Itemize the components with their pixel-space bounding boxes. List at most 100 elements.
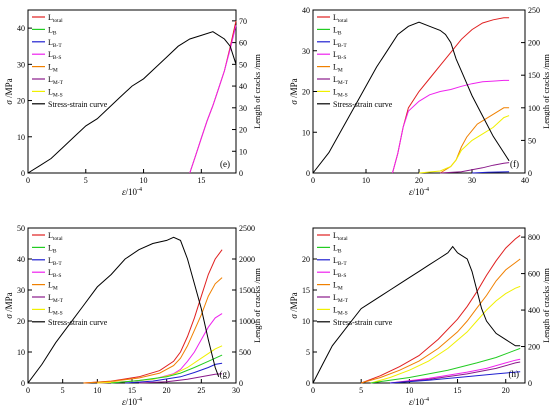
x-tick-label: 0 [311,386,315,395]
x-tick-label: 10 [140,176,148,185]
y-right-tick-label: 10 [239,147,247,156]
x-tick-label: 10 [405,386,413,395]
legend-label: LM-T [48,293,64,304]
legend-label-main: Stress-strain curve [333,100,393,109]
legend-label-main: L [333,231,338,240]
legend-label-main: L [333,243,338,252]
legend-label: LM [333,281,343,292]
y-left-tick-label: 20 [17,317,25,326]
legend-label-main: L [48,25,53,34]
legend-label-subscript: B [53,30,57,36]
legend-label: Ltotal [333,13,348,24]
legend-label-subscript: M [53,68,58,74]
y-right-tick-label: 0 [239,379,243,388]
x-axis-label-symbol: ε [409,187,413,197]
legend-label-subscript: B-S [53,55,62,61]
y-left-tick-label: 15 [302,286,310,295]
y-left-tick-label: 40 [302,6,310,15]
series-line-l-b [370,347,521,384]
legend-label-subscript: M-S [338,92,348,98]
x-tick-label: 20 [163,386,171,395]
x-tick-label: 0 [26,386,30,395]
legend-label-main: L [333,293,338,302]
y-left-axis-label-unit: /MPa [4,292,14,314]
chart-panel-2: 0 5 10 15 20 25 300102030405005001000150020002… [4,224,262,407]
legend-label: LB [333,25,342,36]
legend-label: LM-S [48,305,63,316]
y-left-axis-label: σ /MPa [289,292,299,318]
legend-label: Stress-strain curve [48,318,108,327]
x-tick-label: 0 [311,176,315,185]
y-right-tick-label: 50 [239,60,247,69]
x-axis-label-exponent: -4 [137,397,142,403]
legend-label-main: L [48,87,53,96]
legend-label-main: L [48,256,53,265]
x-tick-label: 30 [232,386,240,395]
y-right-tick-label: 1500 [239,286,255,295]
legend-label: LB-T [333,256,347,267]
x-axis-label: ε/10-4 [409,397,429,407]
y-left-axis-label: σ /MPa [4,292,14,318]
stress-strain-line [312,21,510,174]
legend-label-main: L [333,25,338,34]
y-left-tick-label: 0 [21,379,25,388]
x-tick-label: 15 [197,176,205,185]
y-left-tick-label: 10 [302,128,310,137]
y-left-tick-label: 40 [17,24,25,33]
legend-label-subscript: M-T [338,298,349,304]
x-tick-label: 15 [454,386,462,395]
x-axis-label: ε/10-4 [122,397,142,407]
y-right-tick-label: 600 [528,270,540,279]
y-left-tick-label: 30 [17,60,25,69]
legend-label-subscript: M-T [338,80,349,86]
y-left-tick-label: 5 [306,348,310,357]
y-right-tick-label: 2000 [239,255,255,264]
y-left-axis-label: σ /MPa [289,78,299,104]
y-right-tick-label: 500 [239,348,251,357]
legend-label-main: L [48,243,53,252]
y-right-tick-label: 0 [528,379,532,388]
legend-label-main: L [48,293,53,302]
x-tick-label: 20 [502,386,510,395]
y-left-tick-label: 0 [306,169,310,178]
legend-label-main: L [333,50,338,59]
y-right-tick-label: 800 [528,233,540,242]
legend-label-main: L [333,305,338,314]
legend-label-subscript: B-S [338,55,347,61]
legend-label-main: L [48,63,53,72]
legend-label-main: L [333,63,338,72]
y-left-axis-label-unit: /MPa [289,78,299,100]
y-left-tick-label: 30 [302,47,310,56]
legend-label-main: L [48,38,53,47]
legend-label-main: L [333,13,338,22]
legend: LtotalLBLB-TLB-SLMLM-TLM-SStress-strain … [317,231,393,327]
legend-label: LM-T [333,293,349,304]
series-line-l-m-t [138,373,223,384]
legend-label-subscript: M [53,286,58,292]
y-right-tick-label: 400 [528,306,540,315]
y-right-tick-label: 70 [239,17,247,26]
legend-label-main: L [48,231,53,240]
series-line-l-total [361,234,521,384]
x-tick-label: 10 [93,386,101,395]
panel-label: (f) [510,159,519,169]
y-right-tick-label: 0 [528,169,532,178]
series-line-l-b-t [390,371,521,384]
legend-label: LB-S [48,50,61,61]
legend-label-subscript: M-S [338,310,348,316]
legend-label-subscript: M-T [53,80,64,86]
y-left-tick-label: 50 [17,224,25,233]
series-line-l-total [392,17,510,174]
y-right-tick-label: 40 [239,82,247,91]
series-line-l-m [361,258,521,384]
x-tick-label: 5 [61,386,65,395]
y-right-tick-label: 30 [239,104,247,113]
series-line-l-b-s [189,25,237,174]
x-axis-label-symbol: ε [122,187,126,197]
panel-label: (g) [220,369,231,379]
y-right-tick-label: 0 [239,169,243,178]
legend-label-main: L [48,50,53,59]
x-tick-label: 25 [197,386,205,395]
